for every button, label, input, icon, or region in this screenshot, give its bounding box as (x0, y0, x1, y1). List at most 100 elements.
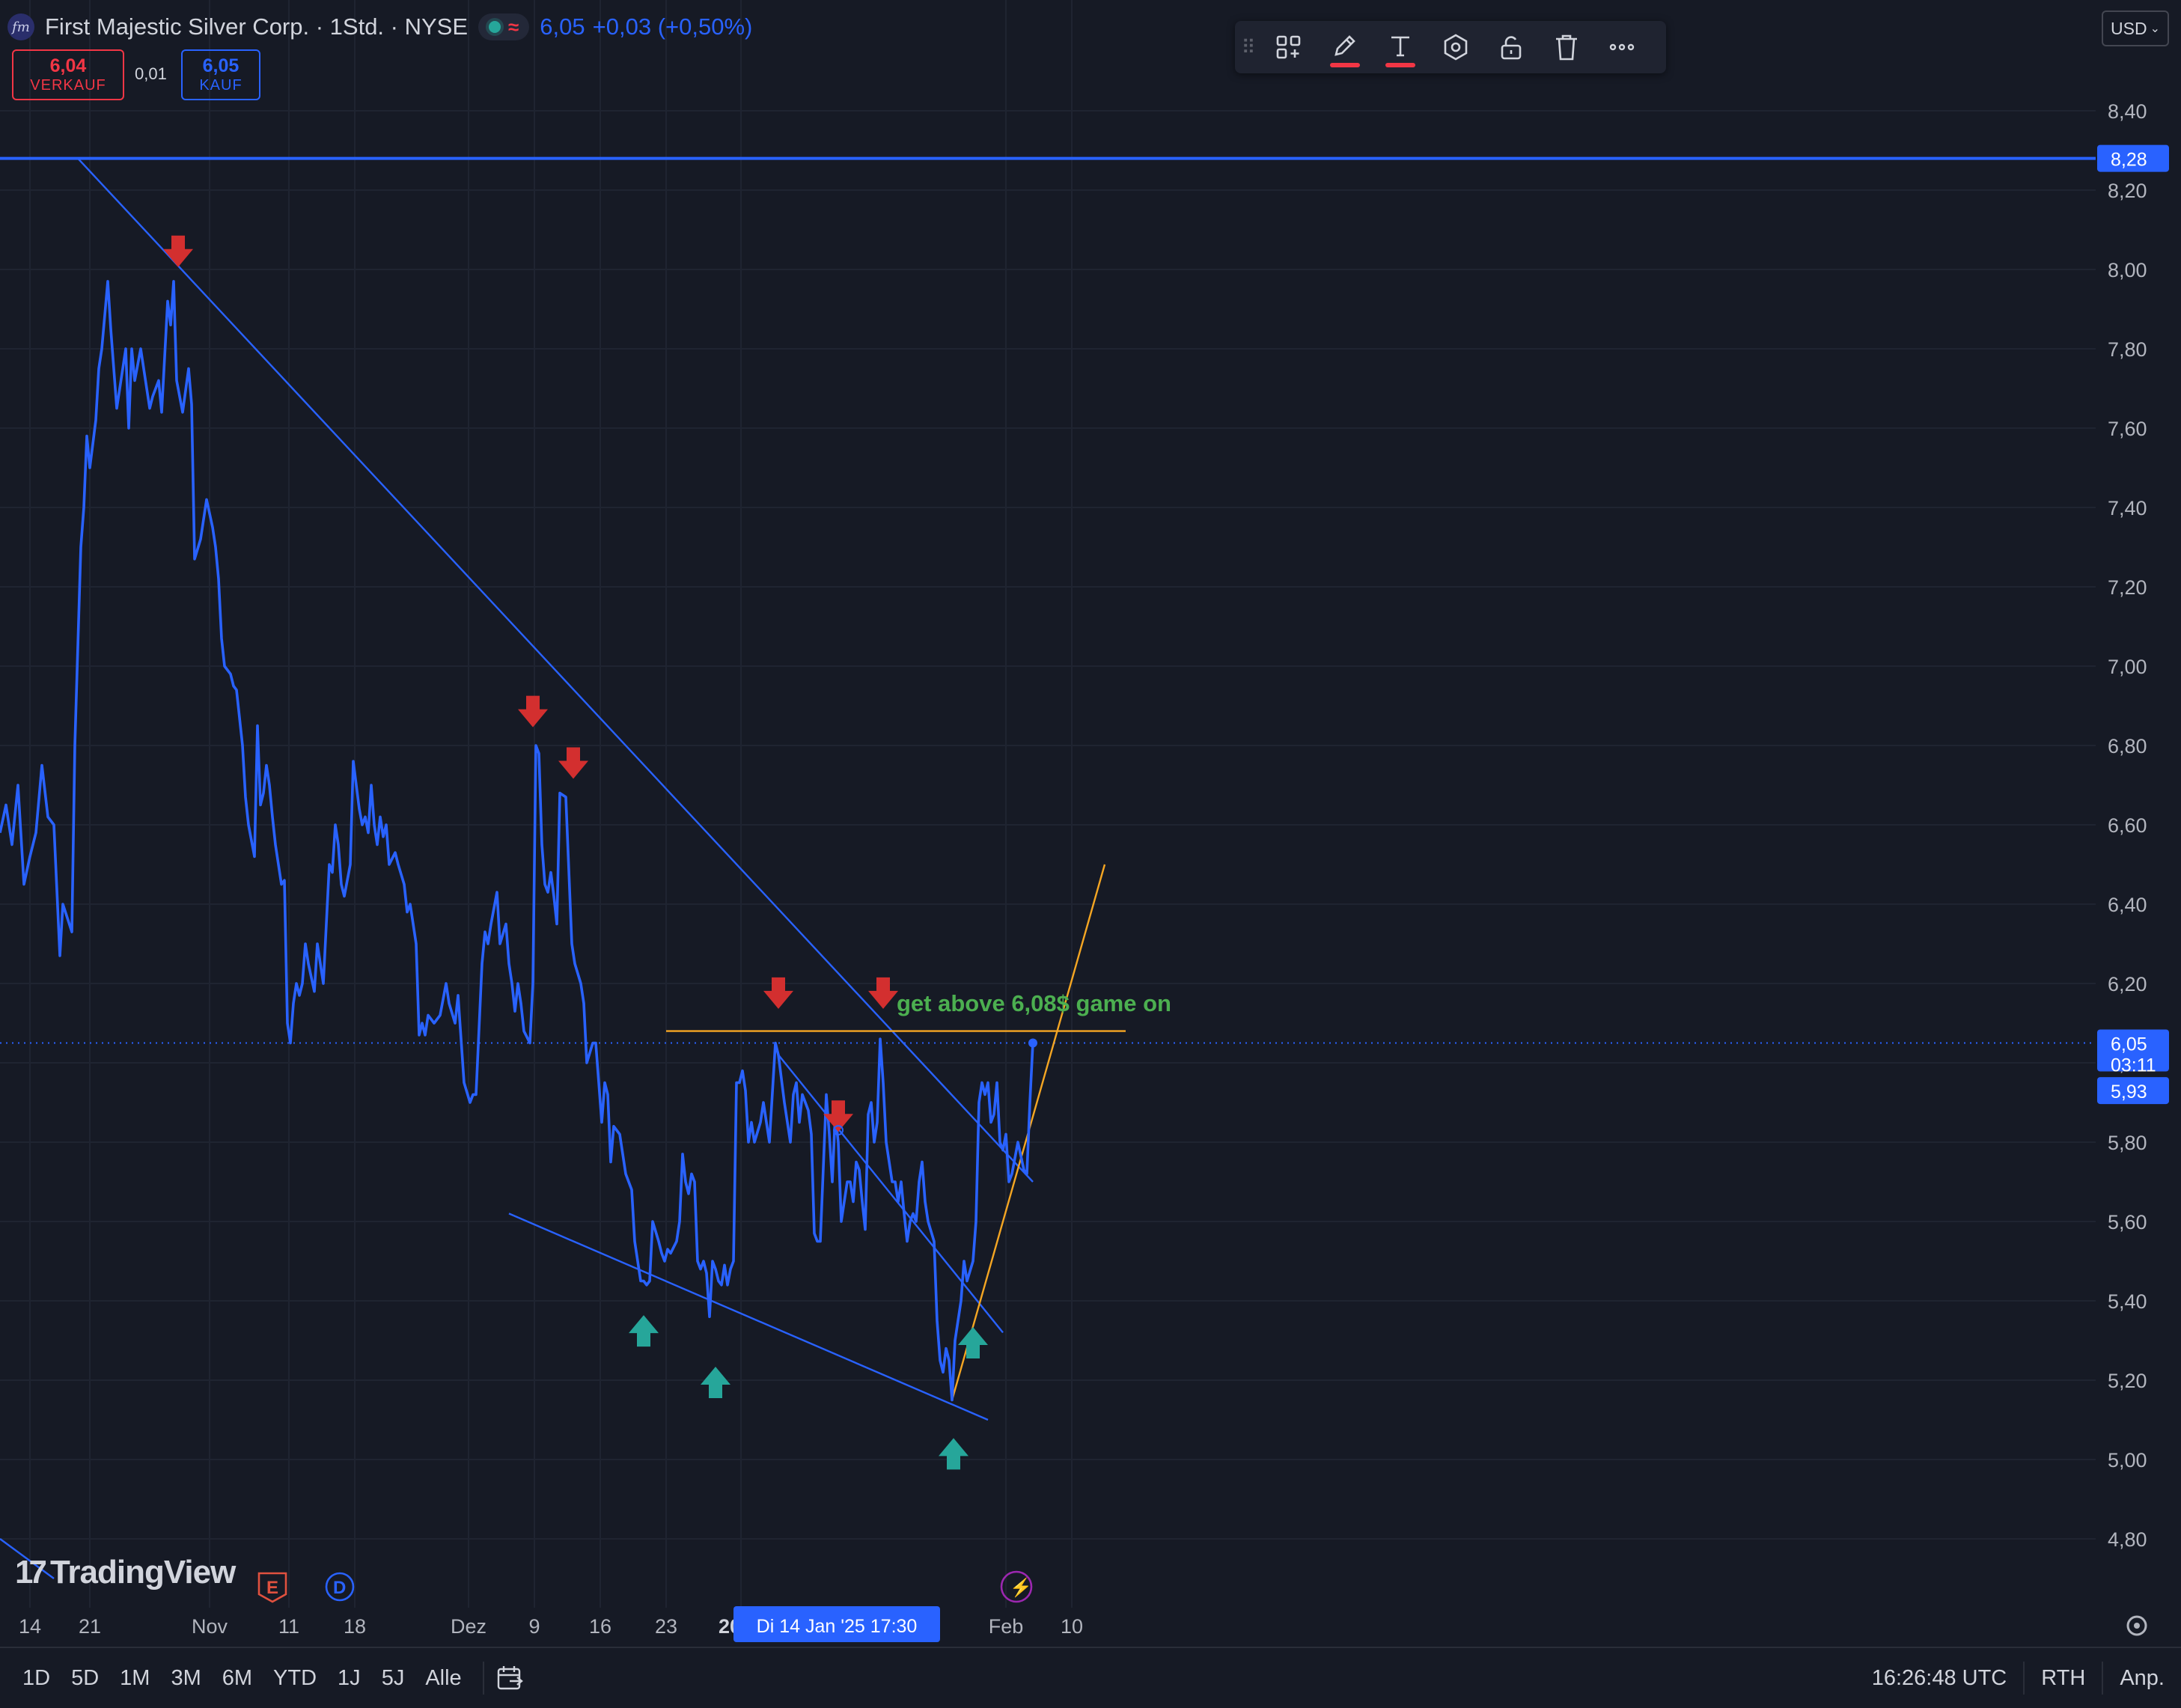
currency-select[interactable]: USD ⌄ (2102, 10, 2169, 46)
market-status[interactable]: ≈ (478, 13, 530, 40)
price-series-line (0, 280, 1034, 1402)
more-icon (1609, 43, 1635, 51)
last-price-tag-bg (2097, 1029, 2169, 1072)
low-price-tag-bg (2097, 1077, 2169, 1105)
delete-button[interactable] (1539, 21, 1594, 73)
last-point-marker (1028, 1038, 1037, 1048)
symbol-header: fm First Majestic Silver Corp. · 1Std. ·… (7, 10, 752, 43)
more-button[interactable] (1594, 21, 1650, 73)
price-axis-label: 8,00 (2108, 259, 2147, 281)
lock-button[interactable] (1483, 21, 1539, 73)
range-5j[interactable]: 5J (381, 1665, 405, 1690)
up-arrow-icon (958, 1327, 988, 1358)
style-button[interactable] (1428, 21, 1483, 73)
down-arrow-icon (763, 977, 793, 1009)
time-axis-label: 21 (79, 1615, 101, 1638)
price-axis-label: 6,60 (2108, 814, 2147, 837)
dividend-event-label: D (333, 1578, 346, 1598)
bottom-right-controls: 16:26:48 UTC RTH Anp. (1855, 1648, 2181, 1708)
clock-display[interactable]: 16:26:48 UTC (1871, 1665, 2007, 1690)
realtime-icon: ≈ (508, 15, 519, 38)
bottom-toolbar: 1D 5D 1M 3M 6M YTD 1J 5J Alle 16:26:48 U… (0, 1647, 2181, 1708)
last-price-tag: 03:11 (2111, 1055, 2156, 1076)
time-axis-label: 14 (19, 1615, 41, 1638)
drag-handle-icon[interactable]: ⠿ (1241, 35, 1256, 58)
range-alle[interactable]: Alle (425, 1665, 462, 1690)
down-arrow-icon (868, 977, 898, 1009)
price-axis-label: 7,60 (2108, 418, 2147, 440)
settings-gear-icon[interactable] (2126, 1615, 2147, 1636)
company-logo-icon: fm (7, 13, 34, 40)
trash-icon (1556, 34, 1577, 61)
down-arrow-icon (558, 747, 588, 779)
sell-label: VERKAUF (30, 77, 106, 94)
time-axis-label: 16 (589, 1615, 611, 1638)
range-1j[interactable]: 1J (338, 1665, 361, 1690)
price-axis-label: 8,40 (2108, 100, 2147, 123)
tradingview-logo[interactable]: 17 TradingView (15, 1554, 236, 1591)
price-axis-label: 4,80 (2108, 1528, 2147, 1551)
last-price-tag: 6,05 (2111, 1034, 2147, 1055)
toolbar-divider (482, 1662, 484, 1695)
session-toggle[interactable]: RTH (2041, 1665, 2086, 1690)
goto-date-icon[interactable] (495, 1663, 525, 1693)
spread-value: 0,01 (135, 64, 167, 83)
price-axis-label: 5,60 (2108, 1211, 2147, 1233)
line-color-button[interactable] (1317, 21, 1373, 73)
range-5d[interactable]: 5D (71, 1665, 100, 1690)
buy-price: 6,05 (202, 55, 240, 76)
range-ytd[interactable]: YTD (273, 1665, 317, 1690)
adjust-toggle[interactable]: Anp. (2120, 1665, 2165, 1690)
lock-icon (1501, 36, 1522, 60)
time-axis-label: 11 (278, 1615, 299, 1638)
text-color-button[interactable] (1373, 21, 1428, 73)
buy-button[interactable]: 6,05 KAUF (181, 49, 260, 100)
range-6m[interactable]: 6M (222, 1665, 253, 1690)
line-color-swatch (1330, 63, 1360, 67)
time-axis-label: Nov (192, 1615, 228, 1638)
time-axis-label: 18 (344, 1615, 366, 1638)
range-3m[interactable]: 3M (171, 1665, 201, 1690)
range-1d[interactable]: 1D (22, 1665, 51, 1690)
symbol-title[interactable]: First Majestic Silver Corp. · 1Std. · NY… (45, 13, 469, 40)
pencil-icon (1334, 35, 1355, 56)
annotation-text: get above 6,08$ game on (897, 990, 1171, 1016)
price-axis-label: 7,40 (2108, 497, 2147, 519)
level-price-tag: 8,28 (2111, 150, 2147, 171)
down-arrow-icon (823, 1100, 853, 1132)
currency-label: USD (2111, 18, 2147, 38)
price-axis-label: 6,20 (2108, 973, 2147, 995)
drawing-toolbar: ⠿ (1235, 21, 1666, 73)
earnings-event-label: E (266, 1578, 278, 1598)
time-axis-label: 23 (655, 1615, 677, 1638)
price-axis-label: 7,80 (2108, 338, 2147, 361)
toolbar-divider (2102, 1662, 2104, 1695)
market-open-icon (489, 21, 501, 33)
tradingview-wordmark: TradingView (49, 1554, 236, 1590)
crosshair-time-tag: Di 14 Jan '25 17:30 (757, 1616, 918, 1637)
sell-price: 6,04 (49, 55, 87, 76)
crosshair-time-tag-bg (733, 1606, 940, 1642)
price-change: +0,03 (+0,50%) (592, 13, 753, 40)
sell-button[interactable]: 6,04 VERKAUF (12, 49, 124, 100)
event-marker-icon (1000, 1570, 1033, 1603)
down-arrow-icon (518, 695, 548, 728)
price-axis-label: 6,80 (2108, 735, 2147, 757)
price-axis-label: 5,20 (2108, 1370, 2147, 1392)
price-chart[interactable]: get above 6,08$ game on 8,40 8,20 8,00 7,80 7… (0, 0, 2181, 1647)
event-marker-label: ⚡ (1010, 1577, 1032, 1598)
range-1m[interactable]: 1M (120, 1665, 150, 1690)
price-axis-label: 7,00 (2108, 656, 2147, 678)
up-arrow-icon (701, 1367, 730, 1398)
template-button[interactable] (1262, 21, 1317, 73)
up-arrow-icon (939, 1438, 969, 1470)
support-line (508, 1213, 989, 1421)
up-arrow-icon (629, 1315, 659, 1347)
text-icon (1391, 36, 1409, 57)
buy-label: KAUF (199, 77, 242, 94)
template-icon (1276, 35, 1301, 59)
style-icon (1444, 34, 1468, 61)
time-axis-label: Dez (451, 1615, 486, 1638)
price-axis-label: 5,80 (2108, 1132, 2147, 1154)
earnings-event-icon (257, 1572, 287, 1603)
